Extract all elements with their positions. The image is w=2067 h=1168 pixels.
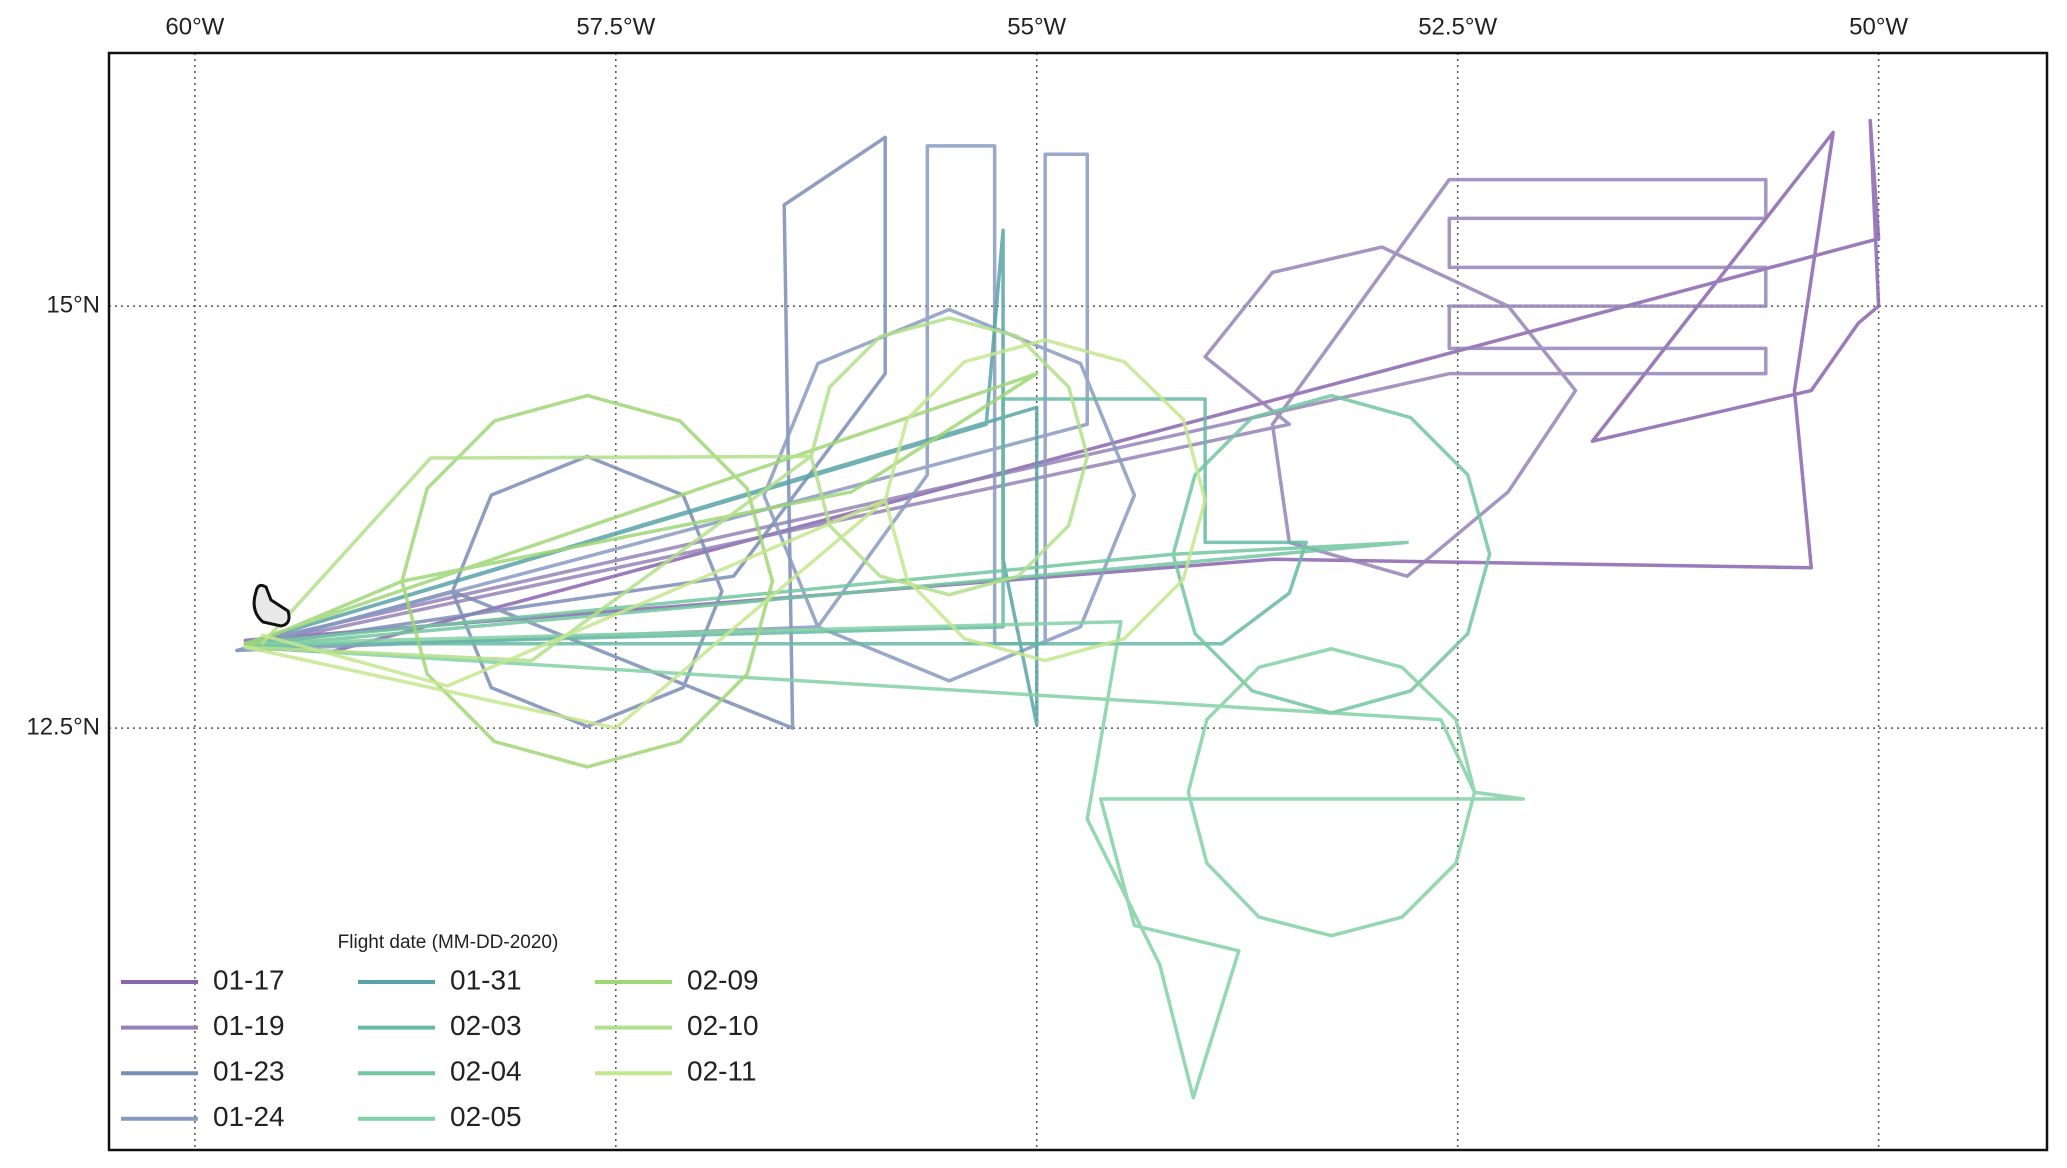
y-tick-label: 12.5°N [26, 713, 100, 740]
legend: Flight date (MM-DD-2020) 01-17 01-19 01-23… [121, 932, 759, 1132]
y-tick-label: 15°N [46, 291, 100, 318]
legend-label: 02-03 [450, 1010, 522, 1041]
x-tick-label: 50°W [1849, 13, 1908, 40]
legend-title: Flight date (MM-DD-2020) [338, 932, 559, 953]
flight-track [243, 397, 1308, 649]
legend-label: 01-31 [450, 964, 522, 995]
x-tick-label: 60°W [165, 13, 224, 40]
flight-track [243, 177, 1768, 649]
flight-track [243, 371, 1039, 769]
legend-label: 01-19 [213, 1010, 285, 1041]
legend-label: 01-24 [213, 1101, 285, 1132]
flight-track [243, 316, 1090, 663]
flight-track [243, 338, 1207, 730]
x-tick-label: 55°W [1007, 13, 1066, 40]
flight-track [243, 118, 1881, 654]
legend-label: 02-11 [687, 1056, 757, 1087]
flight-track [235, 144, 1137, 683]
plot-frame [107, 51, 2049, 1152]
barbados-island [252, 583, 291, 628]
flight-track [235, 135, 887, 730]
x-tick-label: 52.5°W [1418, 13, 1497, 40]
legend-label: 02-05 [450, 1101, 522, 1132]
legend-label: 02-04 [450, 1056, 522, 1087]
legend-label: 01-23 [213, 1056, 285, 1087]
x-tick-label: 57.5°W [576, 13, 655, 40]
legend-label: 01-17 [213, 964, 285, 995]
flight-track [243, 393, 1492, 715]
flight-track [243, 620, 1526, 1100]
legend-label: 02-09 [687, 964, 759, 995]
legend-label: 02-10 [687, 1010, 759, 1041]
